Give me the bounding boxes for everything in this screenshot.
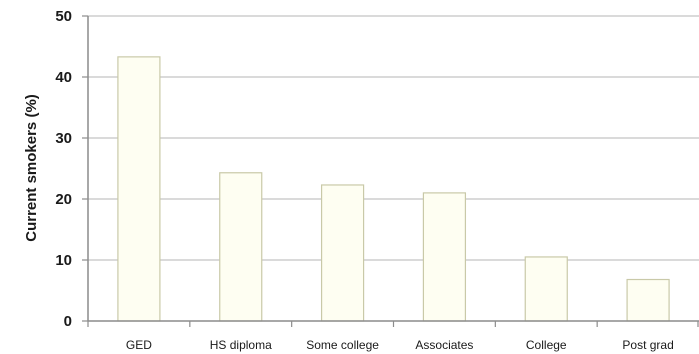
x-tick-label: Post grad bbox=[622, 338, 673, 352]
x-tick-label: GED bbox=[126, 338, 152, 352]
bar-ged bbox=[117, 56, 161, 322]
axes bbox=[87, 16, 699, 322]
x-tick-label: College bbox=[526, 338, 567, 352]
x-tick-label: Some college bbox=[306, 338, 379, 352]
bar-associates bbox=[422, 192, 467, 322]
y-tick-label: 40 bbox=[55, 69, 72, 86]
y-tick-label: 30 bbox=[55, 130, 72, 147]
bar-post-grad bbox=[626, 278, 670, 322]
y-tick-label: 20 bbox=[55, 191, 72, 208]
gridlines bbox=[82, 15, 699, 327]
y-tick-label: 10 bbox=[55, 252, 72, 269]
y-tick-label: 0 bbox=[64, 313, 72, 330]
y-tick-label: 50 bbox=[55, 8, 72, 25]
x-tick-label: HS diploma bbox=[210, 338, 272, 352]
x-tick-label: Associates bbox=[415, 338, 473, 352]
bar-college bbox=[524, 256, 568, 322]
bars bbox=[117, 56, 670, 322]
bar-some-college bbox=[320, 184, 365, 322]
y-axis-label: Current smokers (%) bbox=[23, 94, 40, 242]
bar-hs-diploma bbox=[219, 172, 263, 322]
x-axis-tick-labels: GED HS diploma Some college Associates Colle… bbox=[126, 338, 674, 352]
y-axis-tick-labels: 0 10 20 30 40 50 bbox=[55, 8, 72, 330]
